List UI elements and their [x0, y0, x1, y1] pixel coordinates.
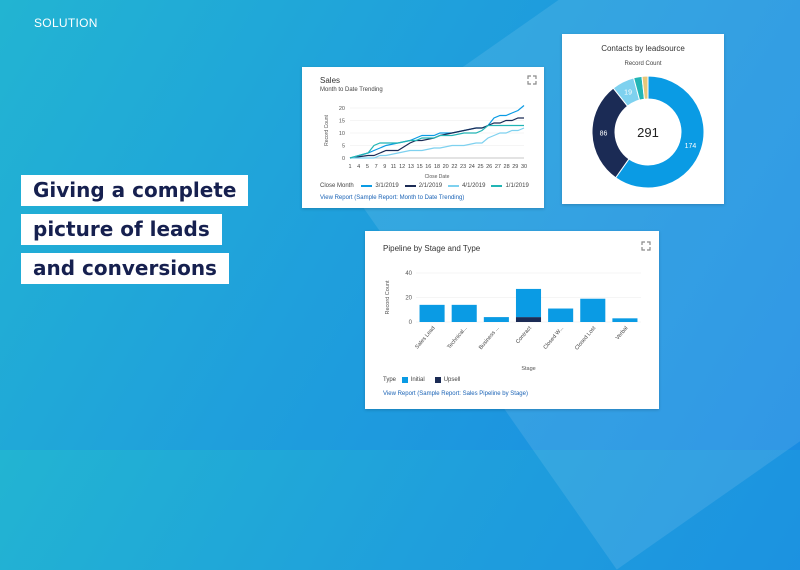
- x-tick-label: 27: [495, 164, 501, 170]
- legend-swatch: [448, 185, 460, 187]
- slice-value-label: 19: [624, 90, 632, 97]
- x-tick-label: 23: [460, 164, 466, 170]
- x-tick-label: 30: [521, 164, 527, 170]
- x-tick-label: Business ...: [478, 325, 501, 351]
- x-tick-label: 9: [383, 164, 386, 170]
- pipeline-view-report-link[interactable]: View Report (Sample Report: Sales Pipeli…: [383, 391, 528, 397]
- legend-swatch: [401, 377, 408, 383]
- y-axis-label: Record Count: [385, 280, 391, 314]
- x-tick-label: Closed Lost: [574, 325, 598, 351]
- pipeline-card: Pipeline by Stage and Type 0 20 40 Record C…: [365, 231, 659, 409]
- x-tick-label: 4: [357, 164, 360, 170]
- headline-line-1: Giving a complete: [21, 175, 249, 206]
- x-tick-label: Sales Lead: [414, 325, 436, 350]
- pipeline-legend: Type Initial Upsell: [383, 377, 466, 384]
- y-axis-label: Record Count: [324, 114, 330, 145]
- pipeline-bar-chart: 0 20 40 Record Count Sales Lead Technical... B…: [385, 271, 641, 372]
- bar-segment: [580, 298, 606, 322]
- y-tick-label: 15: [339, 119, 345, 125]
- sales-view-report-link[interactable]: View Report (Sample Report: Month to Dat…: [320, 195, 465, 201]
- contacts-card-title: Contacts by leadsource: [601, 44, 685, 53]
- y-tick-label: 5: [342, 144, 345, 150]
- legend-label: 3/1/2019: [375, 183, 399, 189]
- slice-value-label: 174: [685, 143, 697, 150]
- sales-legend-title: Close Month: [320, 183, 354, 189]
- expand-icon[interactable]: [527, 75, 537, 85]
- x-tick-label: 13: [408, 164, 414, 170]
- expand-icon[interactable]: [641, 241, 651, 251]
- legend-swatch: [434, 377, 441, 383]
- x-tick-label: Verbal: [615, 325, 630, 341]
- x-tick-label: Technical...: [446, 325, 469, 350]
- headline-line-2: picture of leads: [21, 214, 222, 245]
- legend-label: Initial: [410, 377, 425, 383]
- legend-label: 4/1/2019: [462, 183, 486, 189]
- headline-line-3: and conversions: [21, 253, 229, 284]
- x-tick-label: 22: [451, 164, 457, 170]
- y-tick-label: 10: [339, 131, 345, 137]
- pipeline-legend-title: Type: [383, 377, 397, 383]
- x-tick-label: 24: [469, 164, 475, 170]
- sales-legend: Close Month 3/1/2019 2/1/2019 4/1/2019 1/1/…: [320, 183, 529, 190]
- x-tick-label: 28: [504, 164, 510, 170]
- series-line: [349, 117, 524, 159]
- x-tick-label: Closed W...: [543, 325, 566, 351]
- contacts-card: Contacts by leadsource Record Count 174 8…: [562, 34, 724, 204]
- donut-slice: [614, 75, 705, 189]
- legend-swatch: [491, 185, 503, 187]
- x-tick-label: 25: [477, 164, 483, 170]
- series-line: [349, 105, 525, 159]
- donut-total: 291: [637, 125, 659, 140]
- x-tick-label: 7: [375, 164, 378, 170]
- x-axis-label: Stage: [521, 366, 535, 372]
- legend-label: 2/1/2019: [418, 183, 443, 189]
- x-tick-label: 29: [512, 164, 518, 170]
- bar-segment: [515, 288, 542, 318]
- donut-slice: [641, 75, 649, 100]
- slice-value-label: 86: [600, 131, 608, 138]
- x-tick-label: 1: [348, 164, 351, 170]
- legend-swatch: [404, 185, 416, 187]
- x-tick-label: 11: [391, 164, 397, 170]
- x-tick-label: 16: [425, 164, 431, 170]
- x-tick-label: Contract: [515, 325, 533, 345]
- legend-label: Upsell: [443, 377, 461, 383]
- series-line: [350, 127, 525, 159]
- x-tick-label: 20: [443, 164, 449, 170]
- x-tick-label: 12: [399, 164, 405, 170]
- sales-card-subtitle: Month to Date Trending: [320, 87, 383, 93]
- y-tick-label: 40: [405, 271, 412, 277]
- x-tick-label: 18: [434, 164, 440, 170]
- x-axis-label: Close Date: [425, 174, 450, 180]
- bar-segment: [515, 317, 542, 322]
- bar-segment: [612, 318, 638, 322]
- y-tick-label: 0: [342, 156, 345, 162]
- y-tick-label: 20: [339, 106, 345, 112]
- sales-card: Sales Month to Date Trending 0 5 10 15 20 1 4 5…: [302, 67, 544, 208]
- contacts-card-subtitle: Record Count: [624, 61, 662, 67]
- y-tick-label: 0: [409, 320, 413, 326]
- sales-card-title: Sales: [320, 76, 341, 85]
- donut-chart: 174 86 19: [591, 75, 705, 189]
- x-tick-label: 5: [366, 164, 369, 170]
- pipeline-card-title: Pipeline by Stage and Type: [383, 244, 481, 253]
- section-label: SOLUTION: [34, 16, 98, 30]
- bar-segment: [451, 304, 477, 322]
- y-tick-label: 20: [405, 296, 412, 302]
- bar-segment: [419, 304, 445, 322]
- bar-segment: [548, 308, 574, 322]
- legend-label: 1/1/2019: [505, 183, 529, 189]
- series-line: [349, 124, 524, 159]
- x-tick-label: 15: [417, 164, 423, 170]
- legend-swatch: [361, 185, 373, 187]
- bar-segment: [483, 317, 509, 322]
- x-tick-label: 26: [486, 164, 492, 170]
